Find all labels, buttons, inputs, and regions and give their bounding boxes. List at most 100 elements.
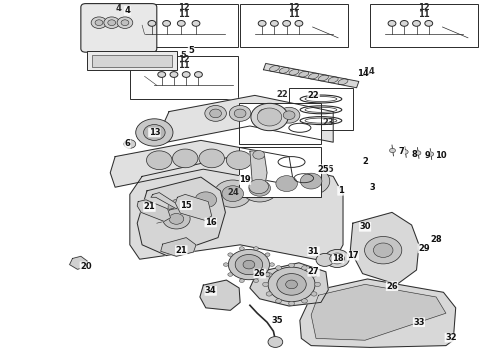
Ellipse shape <box>270 66 279 71</box>
Circle shape <box>239 279 244 283</box>
Circle shape <box>104 17 120 28</box>
Polygon shape <box>162 95 333 142</box>
Circle shape <box>136 119 173 146</box>
Text: 30: 30 <box>359 222 371 231</box>
Text: 14: 14 <box>363 68 374 77</box>
Circle shape <box>148 21 156 26</box>
Circle shape <box>388 21 396 26</box>
Polygon shape <box>250 150 267 193</box>
Circle shape <box>257 108 282 126</box>
Circle shape <box>95 20 103 26</box>
Circle shape <box>278 107 300 123</box>
Circle shape <box>169 213 184 224</box>
Text: 26: 26 <box>386 282 398 291</box>
Text: 4: 4 <box>116 4 122 13</box>
Text: 31: 31 <box>308 247 319 256</box>
Circle shape <box>121 20 129 26</box>
Polygon shape <box>175 194 212 220</box>
Text: 11: 11 <box>418 10 430 19</box>
Polygon shape <box>151 193 179 209</box>
Ellipse shape <box>279 67 289 73</box>
Polygon shape <box>161 238 196 256</box>
Circle shape <box>289 301 294 306</box>
Text: 12: 12 <box>178 3 190 12</box>
Polygon shape <box>264 63 359 88</box>
Circle shape <box>124 140 136 148</box>
Circle shape <box>241 175 278 202</box>
Text: 5: 5 <box>188 46 194 55</box>
Bar <box>289 88 353 130</box>
Polygon shape <box>200 280 240 310</box>
Text: 24: 24 <box>227 188 239 197</box>
Circle shape <box>365 237 402 264</box>
Circle shape <box>228 249 270 280</box>
Circle shape <box>265 253 270 256</box>
Text: 15: 15 <box>180 201 192 210</box>
Bar <box>130 56 238 99</box>
Circle shape <box>249 179 269 194</box>
Circle shape <box>265 273 270 276</box>
Text: 11: 11 <box>178 10 190 19</box>
Circle shape <box>293 167 330 195</box>
Text: 22: 22 <box>308 91 319 100</box>
Bar <box>130 4 238 47</box>
Circle shape <box>187 186 224 213</box>
Circle shape <box>168 199 190 215</box>
Circle shape <box>222 186 244 202</box>
Text: 9: 9 <box>424 151 430 160</box>
Circle shape <box>228 273 233 276</box>
Circle shape <box>277 274 306 295</box>
Circle shape <box>311 273 317 277</box>
Circle shape <box>268 170 305 197</box>
Text: 21: 21 <box>144 202 155 211</box>
Circle shape <box>223 263 228 266</box>
Circle shape <box>295 21 303 26</box>
Circle shape <box>428 152 434 156</box>
Circle shape <box>195 192 217 208</box>
Circle shape <box>268 337 283 347</box>
Circle shape <box>259 109 270 118</box>
Ellipse shape <box>318 75 328 81</box>
Circle shape <box>316 253 334 266</box>
Circle shape <box>301 266 308 270</box>
Circle shape <box>210 109 221 118</box>
Bar <box>370 4 478 47</box>
Circle shape <box>229 105 251 121</box>
Text: 17: 17 <box>347 251 359 260</box>
Circle shape <box>425 21 433 26</box>
Circle shape <box>195 72 202 77</box>
Circle shape <box>301 299 308 303</box>
Circle shape <box>263 282 269 287</box>
Circle shape <box>192 21 200 26</box>
Circle shape <box>147 151 172 170</box>
Text: 20: 20 <box>80 262 92 271</box>
Circle shape <box>163 21 171 26</box>
Polygon shape <box>137 177 225 256</box>
Text: 1: 1 <box>338 186 343 195</box>
Ellipse shape <box>299 71 309 77</box>
Circle shape <box>276 176 297 192</box>
Text: 5: 5 <box>180 51 186 60</box>
Text: 10: 10 <box>435 151 447 160</box>
Text: 25: 25 <box>322 165 334 174</box>
Text: 11: 11 <box>288 10 300 19</box>
Polygon shape <box>350 212 419 284</box>
Circle shape <box>172 149 198 168</box>
Text: 13: 13 <box>148 128 160 137</box>
Text: 6: 6 <box>124 139 130 148</box>
Circle shape <box>270 21 278 26</box>
Circle shape <box>177 21 185 26</box>
Ellipse shape <box>338 79 348 85</box>
Circle shape <box>234 109 246 118</box>
Text: 25: 25 <box>318 165 329 174</box>
Circle shape <box>214 180 251 207</box>
Text: 22: 22 <box>276 90 288 99</box>
Circle shape <box>415 151 421 155</box>
Circle shape <box>283 111 295 120</box>
Circle shape <box>239 247 244 250</box>
Bar <box>239 147 321 197</box>
Text: 29: 29 <box>418 244 430 253</box>
Circle shape <box>199 149 224 168</box>
Text: 19: 19 <box>239 175 251 184</box>
Polygon shape <box>70 256 87 269</box>
